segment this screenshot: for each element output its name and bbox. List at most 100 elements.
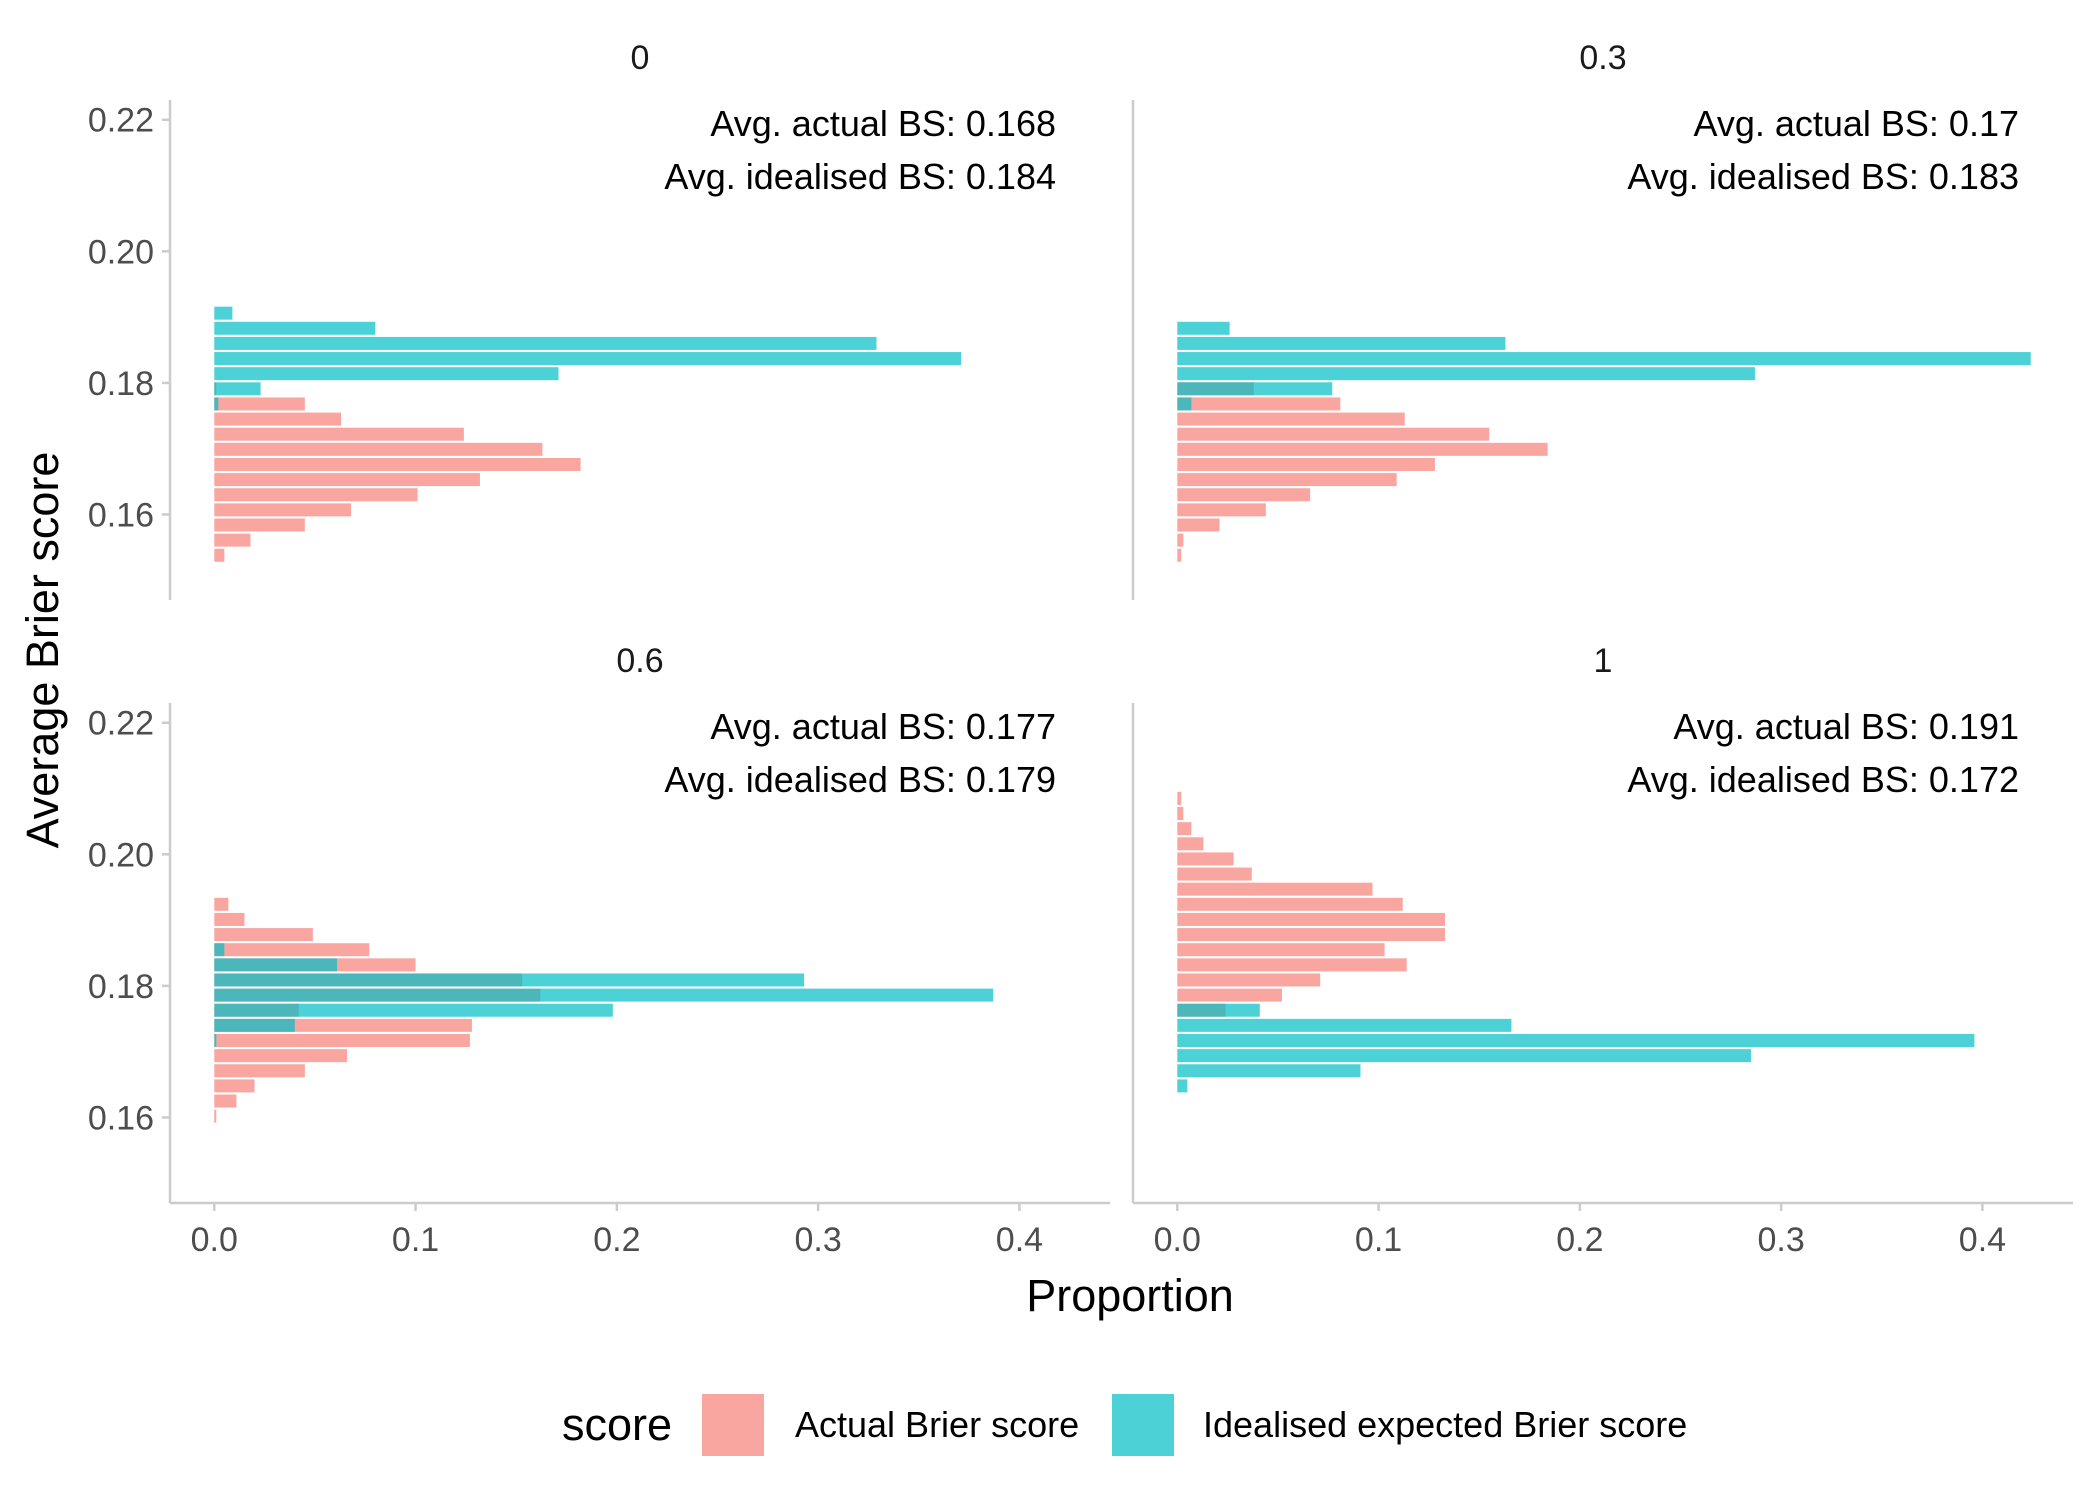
bar-idealised <box>1177 1034 1975 1047</box>
bar-idealised <box>214 958 338 972</box>
panel-annotation: Avg. actual BS: 0.168 <box>710 103 1056 144</box>
bar-idealised <box>214 973 805 987</box>
panel: 0.3 Avg. actual BS: 0.17 Avg. idealised BS… <box>1131 39 2031 600</box>
bar-actual <box>214 1109 217 1123</box>
bar-actual <box>214 488 418 502</box>
legend: score Actual Brier score Idealised expec… <box>562 1394 1687 1456</box>
bar-actual <box>214 427 464 441</box>
bar-actual <box>1177 867 1252 881</box>
bar-actual <box>214 928 313 942</box>
bar-actual <box>1177 488 1311 502</box>
y-tick-label: 0.16 <box>88 496 154 534</box>
y-tick-label: 0.16 <box>88 1099 154 1137</box>
y-tick-label: 0.20 <box>88 836 154 874</box>
bar-idealised <box>1177 1049 1751 1063</box>
bar-actual <box>214 533 251 547</box>
x-tick-label: 0.1 <box>392 1221 439 1259</box>
x-tick-label: 0.3 <box>795 1221 842 1259</box>
bar-actual <box>1177 958 1407 972</box>
legend-label-actual: Actual Brier score <box>795 1404 1079 1445</box>
bar-idealised <box>214 321 376 335</box>
bar-idealised <box>1177 397 1192 411</box>
bar-idealised <box>214 382 261 396</box>
bar-idealised <box>214 336 877 350</box>
bar-actual <box>1177 807 1184 821</box>
bar-actual <box>1177 897 1403 911</box>
bar-actual <box>1177 988 1282 1002</box>
panel-title: 0.3 <box>1579 39 1626 77</box>
bar-actual <box>214 1094 237 1108</box>
bar-idealised <box>214 1018 295 1032</box>
bar-actual <box>1177 837 1204 851</box>
bar-actual <box>1177 457 1435 471</box>
bar-idealised <box>1177 352 2031 366</box>
bar-idealised <box>1177 321 1230 335</box>
bar-actual <box>214 457 581 471</box>
bar-actual <box>214 503 352 517</box>
bar-idealised <box>214 1034 217 1047</box>
bar-actual <box>1177 912 1445 926</box>
bar-idealised <box>1177 1018 1512 1032</box>
x-tick-label: 0.2 <box>1556 1221 1603 1259</box>
bar-actual <box>214 1064 305 1078</box>
panels-layer: 0 0.16 0.18 0.20 0.22 Avg. actual BS: 0.168 Av… <box>88 39 2073 1259</box>
bar-idealised <box>214 988 994 1002</box>
legend-label-idealised: Idealised expected Brier score <box>1203 1404 1687 1445</box>
x-tick-label: 0.2 <box>593 1221 640 1259</box>
legend-key-actual <box>702 1394 764 1456</box>
panel: 1 0.0 0.1 0.2 0.3 0.4 Avg. actual BS: 0.191 Avg… <box>1131 642 2073 1259</box>
panel-annotation: Avg. actual BS: 0.17 <box>1693 103 2019 144</box>
bar-actual <box>1177 473 1397 487</box>
bar-actual <box>1177 442 1548 456</box>
bar-actual <box>1177 397 1341 411</box>
bar-idealised <box>1177 1079 1188 1093</box>
bar-actual <box>214 1049 348 1063</box>
bar-actual <box>1177 533 1184 547</box>
bar-idealised <box>214 943 225 957</box>
bar-idealised <box>1177 367 1755 381</box>
panel-title: 0 <box>631 39 650 77</box>
legend-title: score <box>562 1399 672 1450</box>
bar-idealised <box>214 306 233 320</box>
bar-actual <box>214 897 229 911</box>
bar-idealised <box>1177 336 1506 350</box>
bar-actual <box>1177 852 1234 866</box>
panel-annotation: Avg. actual BS: 0.191 <box>1673 706 2019 747</box>
x-axis-title: Proportion <box>1026 1270 1234 1321</box>
bar-idealised <box>214 1003 613 1017</box>
bar-actual <box>214 473 480 487</box>
bar-actual <box>214 397 305 411</box>
x-tick-label: 0.4 <box>1959 1221 2006 1259</box>
y-axis-title: Average Brier score <box>17 452 68 849</box>
bar-actual <box>214 412 342 426</box>
bar-actual <box>1177 518 1220 532</box>
panel-title: 0.6 <box>616 642 663 680</box>
panel-title: 1 <box>1594 642 1613 680</box>
y-tick-label: 0.22 <box>88 102 154 140</box>
bar-idealised <box>214 352 962 366</box>
bar-idealised <box>214 397 219 411</box>
bar-actual <box>1177 943 1385 957</box>
bar-actual <box>1177 503 1266 517</box>
panel-annotation: Avg. idealised BS: 0.183 <box>1627 156 2019 197</box>
bar-actual <box>1177 548 1182 562</box>
x-tick-label: 0.0 <box>191 1221 238 1259</box>
y-tick-label: 0.18 <box>88 365 154 403</box>
bar-actual <box>214 1034 470 1047</box>
panel-annotation: Avg. idealised BS: 0.172 <box>1627 759 2019 800</box>
x-tick-label: 0.0 <box>1154 1221 1201 1259</box>
panel: 0 0.16 0.18 0.20 0.22 Avg. actual BS: 0.168 Av… <box>88 39 1056 600</box>
y-tick-label: 0.20 <box>88 233 154 271</box>
bar-actual <box>1177 822 1192 836</box>
panel: 0.6 0.16 0.18 0.20 0.22 0.0 0.1 0.2 0.3 0.4 Avg. a… <box>88 642 1110 1259</box>
bar-actual <box>1177 412 1405 426</box>
legend-key-idealised <box>1112 1394 1174 1456</box>
bar-actual <box>214 1079 255 1093</box>
bar-actual <box>214 912 245 926</box>
panel-annotation: Avg. actual BS: 0.177 <box>710 706 1056 747</box>
bar-actual <box>1177 882 1373 896</box>
x-tick-label: 0.3 <box>1758 1221 1805 1259</box>
bar-idealised <box>214 367 559 381</box>
bar-actual <box>1177 973 1321 987</box>
